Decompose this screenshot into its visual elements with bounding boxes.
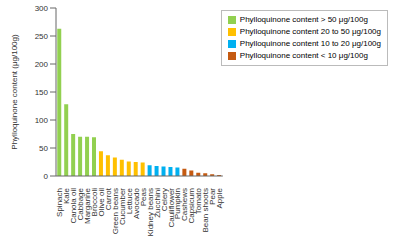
svg-text:200: 200 xyxy=(35,60,49,69)
svg-text:50: 50 xyxy=(39,144,48,153)
svg-text:Canola oil: Canola oil xyxy=(69,188,79,224)
svg-text:100: 100 xyxy=(35,116,49,125)
svg-text:Bean shoots: Bean shoots xyxy=(201,188,211,233)
svg-text:Zucchini: Zucchini xyxy=(152,188,162,218)
svg-text:150: 150 xyxy=(35,88,49,97)
svg-text:Kidney beans: Kidney beans xyxy=(145,188,155,237)
svg-text:Spinach: Spinach xyxy=(55,188,65,217)
svg-text:Celery: Celery xyxy=(159,188,169,212)
svg-text:Carrot: Carrot xyxy=(103,188,113,211)
svg-text:Pear: Pear xyxy=(208,188,218,205)
svg-text:0: 0 xyxy=(44,172,49,181)
svg-text:Kale: Kale xyxy=(62,188,72,204)
html-text:Phylloquinone content < 10 μg/: Phylloquinone content < 10 μg/100g xyxy=(239,51,368,60)
svg-text:Capsicum: Capsicum xyxy=(187,188,197,224)
html-text:Phylloquinone content 10 to 20: Phylloquinone content 10 to 20 μg/100g xyxy=(239,39,381,48)
svg-text:Tomato: Tomato xyxy=(194,188,204,215)
svg-text:Olive oil: Olive oil xyxy=(97,188,106,217)
svg-text:Peas: Peas xyxy=(138,188,148,207)
svg-text:Cabbage: Cabbage xyxy=(76,188,86,221)
svg-text:Broccoli: Broccoli xyxy=(90,188,99,217)
svg-text:Lettuce: Lettuce xyxy=(124,188,134,215)
svg-text:Margarine: Margarine xyxy=(83,188,93,224)
svg-text:Cashews: Cashews xyxy=(180,188,190,221)
svg-text:250: 250 xyxy=(35,32,49,41)
svg-text:Green beans: Green beans xyxy=(110,188,120,235)
svg-text:Cucumber: Cucumber xyxy=(117,188,127,225)
svg-text:Phylloquinone content (μg/100g: Phylloquinone content (μg/100g) xyxy=(10,34,19,150)
html-text:Phylloquinone content 20 to 50: Phylloquinone content 20 to 50 μg/100g xyxy=(239,27,381,36)
svg-text:Avocado: Avocado xyxy=(131,188,141,219)
svg-text:Pumpkin: Pumpkin xyxy=(173,188,183,220)
svg-text:300: 300 xyxy=(35,4,49,13)
svg-text:Apple: Apple xyxy=(215,187,224,208)
svg-text:Cauliflower: Cauliflower xyxy=(166,188,176,228)
html-text:Phylloquinone content > 50 μg/: Phylloquinone content > 50 μg/100g xyxy=(239,15,368,24)
